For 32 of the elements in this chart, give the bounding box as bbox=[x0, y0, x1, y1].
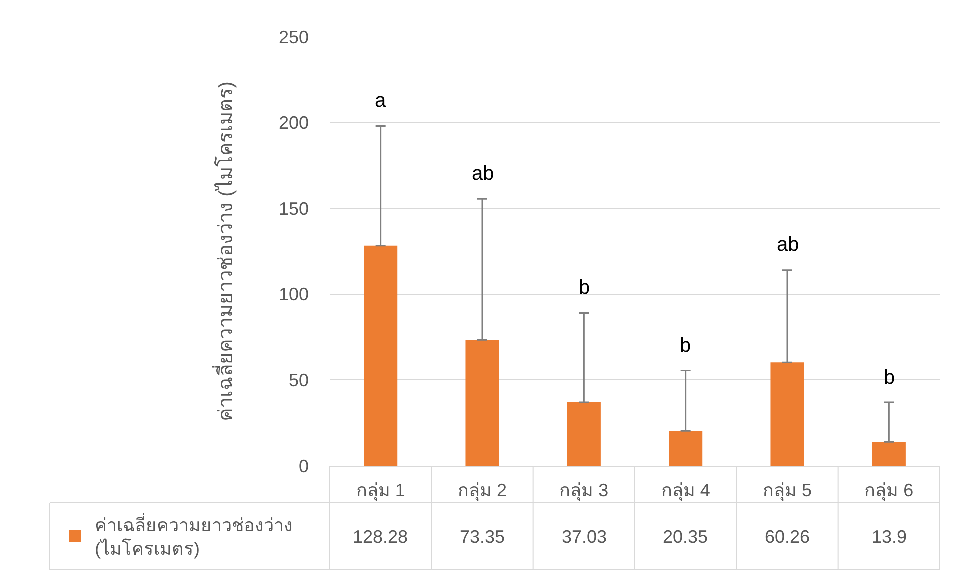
y-tick-label: 150 bbox=[278, 198, 309, 219]
y-tick-label: 100 bbox=[278, 284, 309, 305]
y-tick-label: 250 bbox=[278, 27, 309, 48]
annotation: ab bbox=[777, 234, 800, 256]
bar bbox=[770, 362, 804, 466]
x-tick-label: กลุ่ม 2 bbox=[458, 480, 508, 502]
y-tick-label: 0 bbox=[298, 456, 309, 476]
annotation: b bbox=[884, 367, 896, 389]
x-tick-label: กลุ่ม 6 bbox=[864, 480, 914, 502]
data-label: 13.9 bbox=[872, 527, 908, 547]
annotation: ab bbox=[472, 163, 494, 185]
x-tick-label: กลุ่ม 5 bbox=[762, 480, 812, 502]
bar bbox=[364, 246, 398, 466]
y-axis-title: ค่าเฉลี่ยความยาวช่องว่าง (ไมโครเมตร) bbox=[211, 82, 238, 422]
annotation: b bbox=[680, 335, 692, 357]
y-tick-label: 50 bbox=[288, 370, 309, 390]
bar bbox=[669, 431, 703, 466]
x-tick-label: กลุ่ม 4 bbox=[661, 480, 710, 502]
x-tick-label: กลุ่ม 1 bbox=[356, 480, 406, 502]
annotation: a bbox=[375, 90, 387, 112]
data-label: 20.35 bbox=[663, 527, 708, 547]
x-tick-label: กลุ่ม 3 bbox=[560, 480, 609, 502]
data-label: 37.03 bbox=[562, 527, 608, 547]
annotation: b bbox=[579, 277, 590, 299]
bar bbox=[567, 402, 601, 466]
data-label: 73.35 bbox=[460, 527, 506, 547]
legend-label: ค่าเฉลี่ยความยาวช่องว่าง (ไมโครเมตร) bbox=[95, 512, 293, 560]
bar bbox=[466, 340, 500, 466]
y-tick-label: 200 bbox=[278, 113, 309, 134]
data-label: 128.28 bbox=[353, 527, 408, 547]
data-label: 60.26 bbox=[765, 527, 810, 547]
bar bbox=[872, 442, 906, 466]
